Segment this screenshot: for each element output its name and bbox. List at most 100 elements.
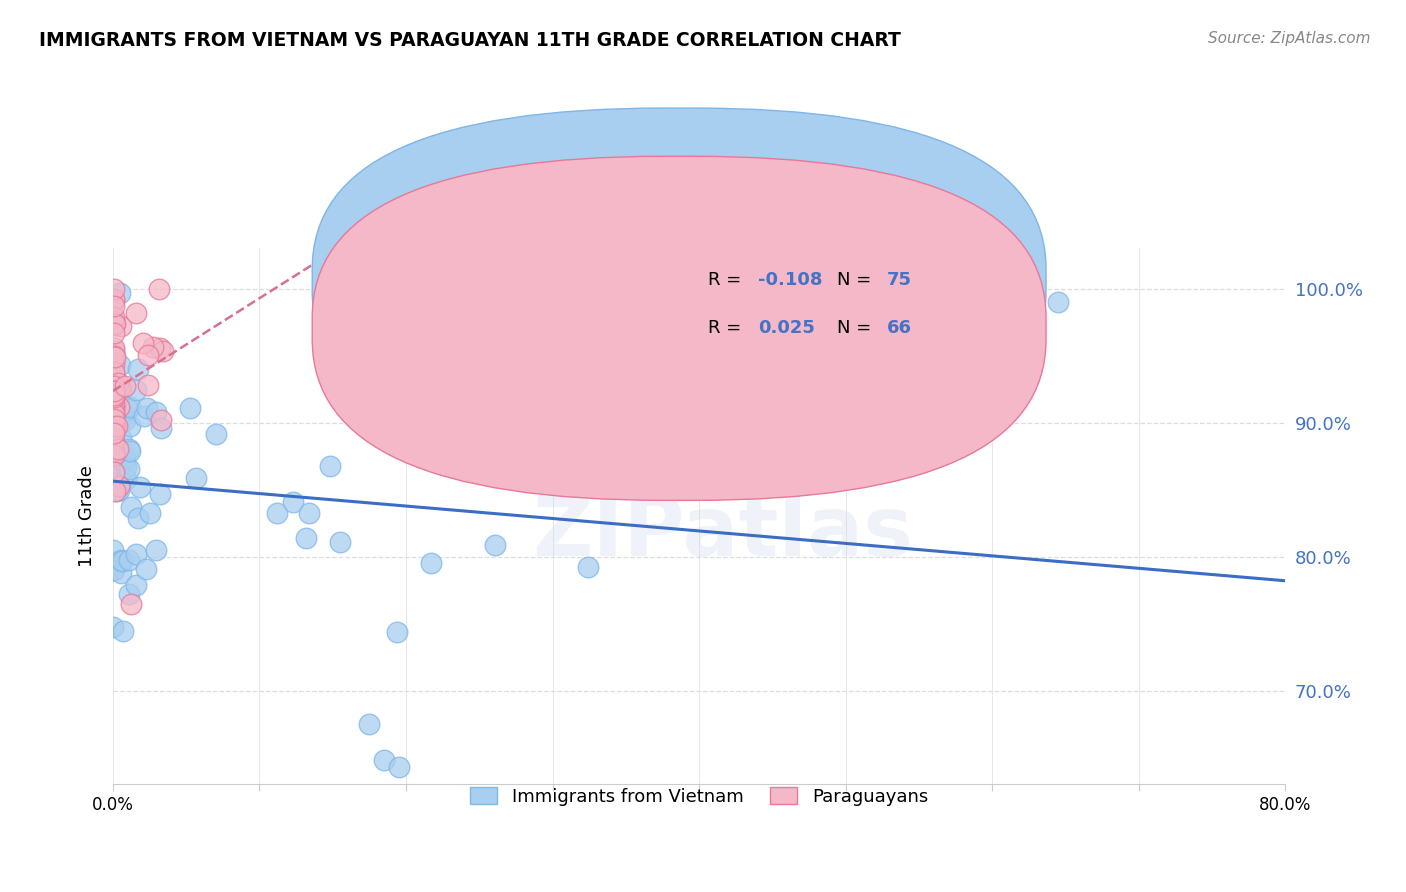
Point xyxy=(103,401,125,415)
Point xyxy=(117,401,139,416)
Point xyxy=(103,357,125,371)
Point xyxy=(139,507,162,521)
Point xyxy=(115,459,138,474)
Y-axis label: 11th Grade: 11th Grade xyxy=(79,466,96,567)
Point xyxy=(105,418,128,433)
Point xyxy=(1047,295,1070,310)
Point xyxy=(150,413,173,427)
Point xyxy=(105,419,128,434)
Point xyxy=(108,393,131,408)
Point xyxy=(103,326,125,340)
Point xyxy=(114,413,136,427)
Point xyxy=(118,443,141,458)
Point xyxy=(103,293,125,308)
Point xyxy=(110,358,132,372)
FancyBboxPatch shape xyxy=(312,108,1046,452)
Point xyxy=(103,424,125,438)
Point xyxy=(135,562,157,576)
FancyBboxPatch shape xyxy=(641,254,993,372)
Point xyxy=(103,403,125,417)
Point xyxy=(103,425,125,440)
Text: -0.108: -0.108 xyxy=(758,271,823,289)
Point xyxy=(484,538,506,552)
Point xyxy=(179,401,201,415)
Point xyxy=(385,625,408,640)
Point xyxy=(103,341,125,355)
Point xyxy=(108,286,131,301)
Point xyxy=(103,400,125,414)
Point xyxy=(135,401,157,415)
Point xyxy=(103,465,125,479)
Point xyxy=(359,717,381,731)
Point xyxy=(107,401,129,415)
Point xyxy=(104,317,127,331)
Point xyxy=(110,431,132,445)
Point xyxy=(101,620,124,634)
Point xyxy=(205,427,228,442)
Point xyxy=(104,408,127,422)
Point xyxy=(120,400,142,414)
Point xyxy=(103,388,125,402)
Point xyxy=(420,557,443,571)
Point xyxy=(107,467,129,482)
Text: 75: 75 xyxy=(887,271,911,289)
Point xyxy=(112,408,135,422)
Point xyxy=(107,475,129,490)
Point xyxy=(103,390,125,404)
Point xyxy=(103,444,125,458)
Text: 0.0%: 0.0% xyxy=(91,796,134,814)
Point xyxy=(118,462,141,476)
Point xyxy=(103,407,125,421)
Point xyxy=(104,484,127,499)
Point xyxy=(107,456,129,470)
Point xyxy=(125,306,148,320)
Text: N =: N = xyxy=(838,319,877,337)
Point xyxy=(125,547,148,561)
Point xyxy=(110,553,132,567)
Point xyxy=(103,299,125,313)
Point xyxy=(103,380,125,394)
Point xyxy=(107,465,129,479)
Point xyxy=(103,430,125,444)
Point xyxy=(105,393,128,408)
Point xyxy=(343,407,366,421)
Text: Source: ZipAtlas.com: Source: ZipAtlas.com xyxy=(1208,31,1371,46)
Point xyxy=(127,362,149,376)
Point xyxy=(104,350,127,364)
Point xyxy=(103,419,125,434)
Point xyxy=(118,419,141,434)
Point xyxy=(103,388,125,402)
Text: 66: 66 xyxy=(887,319,911,337)
Point xyxy=(112,449,135,463)
Point xyxy=(112,624,135,639)
Point xyxy=(115,472,138,486)
Text: ZIPatlas: ZIPatlas xyxy=(531,492,912,573)
Point xyxy=(125,578,148,592)
Point xyxy=(110,384,132,399)
Point xyxy=(107,442,129,456)
Point xyxy=(108,483,131,497)
Point xyxy=(103,448,125,462)
Point xyxy=(104,373,127,387)
Point xyxy=(103,379,125,393)
Point xyxy=(149,487,172,501)
FancyBboxPatch shape xyxy=(312,156,1046,500)
Point xyxy=(103,563,125,577)
Point xyxy=(127,510,149,524)
Text: IMMIGRANTS FROM VIETNAM VS PARAGUAYAN 11TH GRADE CORRELATION CHART: IMMIGRANTS FROM VIETNAM VS PARAGUAYAN 11… xyxy=(39,31,901,50)
Point xyxy=(105,483,128,498)
Point xyxy=(107,376,129,390)
Text: N =: N = xyxy=(838,271,877,289)
Point xyxy=(110,319,132,334)
Point xyxy=(145,405,167,419)
Point xyxy=(118,553,141,567)
Point xyxy=(104,383,127,397)
Point xyxy=(103,397,125,411)
Point xyxy=(103,384,125,399)
Point xyxy=(104,384,127,398)
Point xyxy=(103,418,125,433)
Point xyxy=(103,282,125,296)
Point xyxy=(103,349,125,363)
Point xyxy=(103,542,125,557)
Point xyxy=(266,506,288,520)
